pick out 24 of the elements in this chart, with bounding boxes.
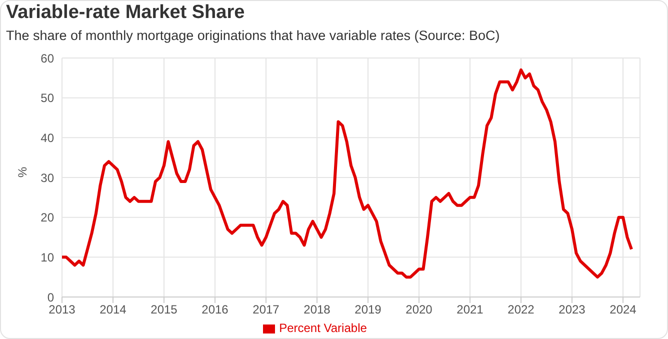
x-tick-label: 2020 xyxy=(406,302,433,317)
y-tick-label: 0 xyxy=(47,290,54,304)
x-tick-label: 2023 xyxy=(558,302,586,317)
legend-label: Percent Variable xyxy=(279,321,367,335)
x-tick-label: 2015 xyxy=(150,302,178,317)
chart-title: Variable-rate Market Share xyxy=(6,2,245,24)
x-tick-label: 2019 xyxy=(354,302,382,317)
x-tick-label: 2021 xyxy=(456,302,484,317)
y-tick-label: 60 xyxy=(40,51,54,66)
chart-subtitle: The share of monthly mortgage originations that have variable rates (Source: BoC) xyxy=(6,28,500,43)
x-tick-label: 2022 xyxy=(508,302,535,317)
x-tick-label: 2024 xyxy=(610,302,637,317)
x-tick-label: 2013 xyxy=(48,302,76,317)
x-tick-label: 2016 xyxy=(202,302,229,317)
x-tick-label: 2018 xyxy=(304,302,331,317)
y-tick-label: 10 xyxy=(40,250,54,264)
x-tick-label: 2017 xyxy=(252,302,280,317)
y-axis-title: % xyxy=(15,166,30,178)
y-tick-label: 30 xyxy=(40,170,54,185)
x-tick-label: 2014 xyxy=(100,302,127,317)
y-tick-label: 40 xyxy=(40,130,54,145)
y-tick-label: 20 xyxy=(40,210,54,225)
y-tick-label: 50 xyxy=(40,91,54,106)
line-series xyxy=(62,68,633,279)
